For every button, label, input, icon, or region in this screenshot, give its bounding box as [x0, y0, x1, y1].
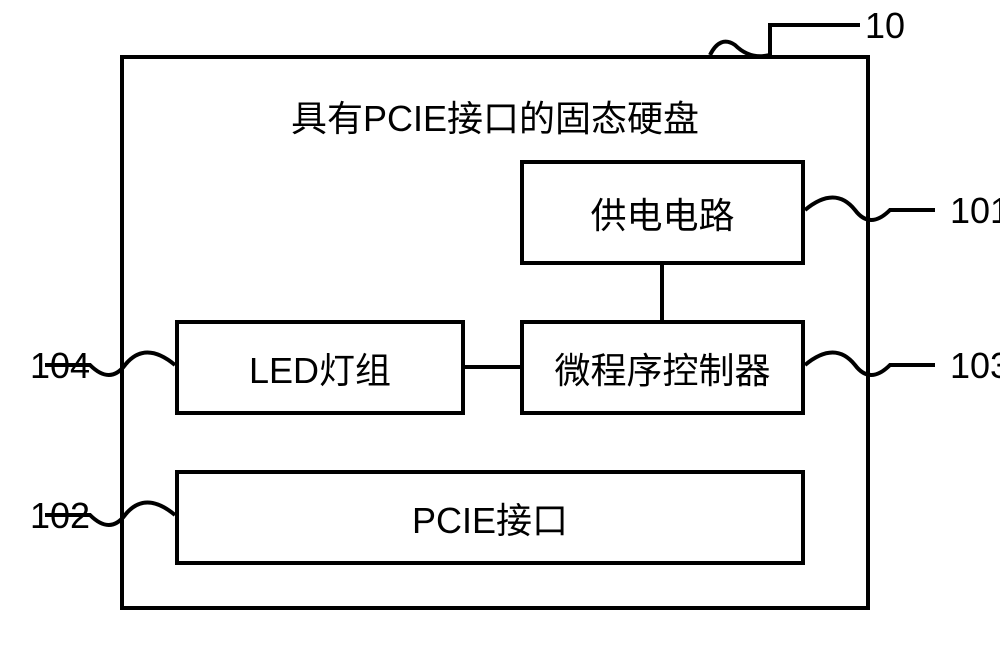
label-101: 101 — [950, 190, 1000, 232]
block-mcu-label: 微程序控制器 — [554, 342, 770, 394]
label-104: 104 — [30, 345, 90, 387]
block-led: LED灯组 — [175, 320, 465, 415]
block-led-label: LED灯组 — [249, 342, 391, 394]
diagram-container: 具有PCIE接口的固态硬盘 供电电路 LED灯组 微程序控制器 PCIE接口 1… — [120, 55, 870, 610]
label-10: 10 — [865, 5, 905, 47]
block-pcie-label: PCIE接口 — [412, 492, 568, 544]
block-pcie: PCIE接口 — [175, 470, 805, 565]
callout-103 — [805, 345, 945, 385]
connector-led-mcu — [465, 365, 520, 369]
diagram-title: 具有PCIE接口的固态硬盘 — [120, 90, 870, 142]
block-mcu: 微程序控制器 — [520, 320, 805, 415]
label-102: 102 — [30, 495, 90, 537]
block-power-label: 供电电路 — [590, 187, 734, 239]
block-power: 供电电路 — [520, 160, 805, 265]
connector-power-mcu — [660, 265, 664, 320]
callout-101 — [805, 190, 945, 230]
label-103: 103 — [950, 345, 1000, 387]
callout-10 — [710, 25, 870, 65]
